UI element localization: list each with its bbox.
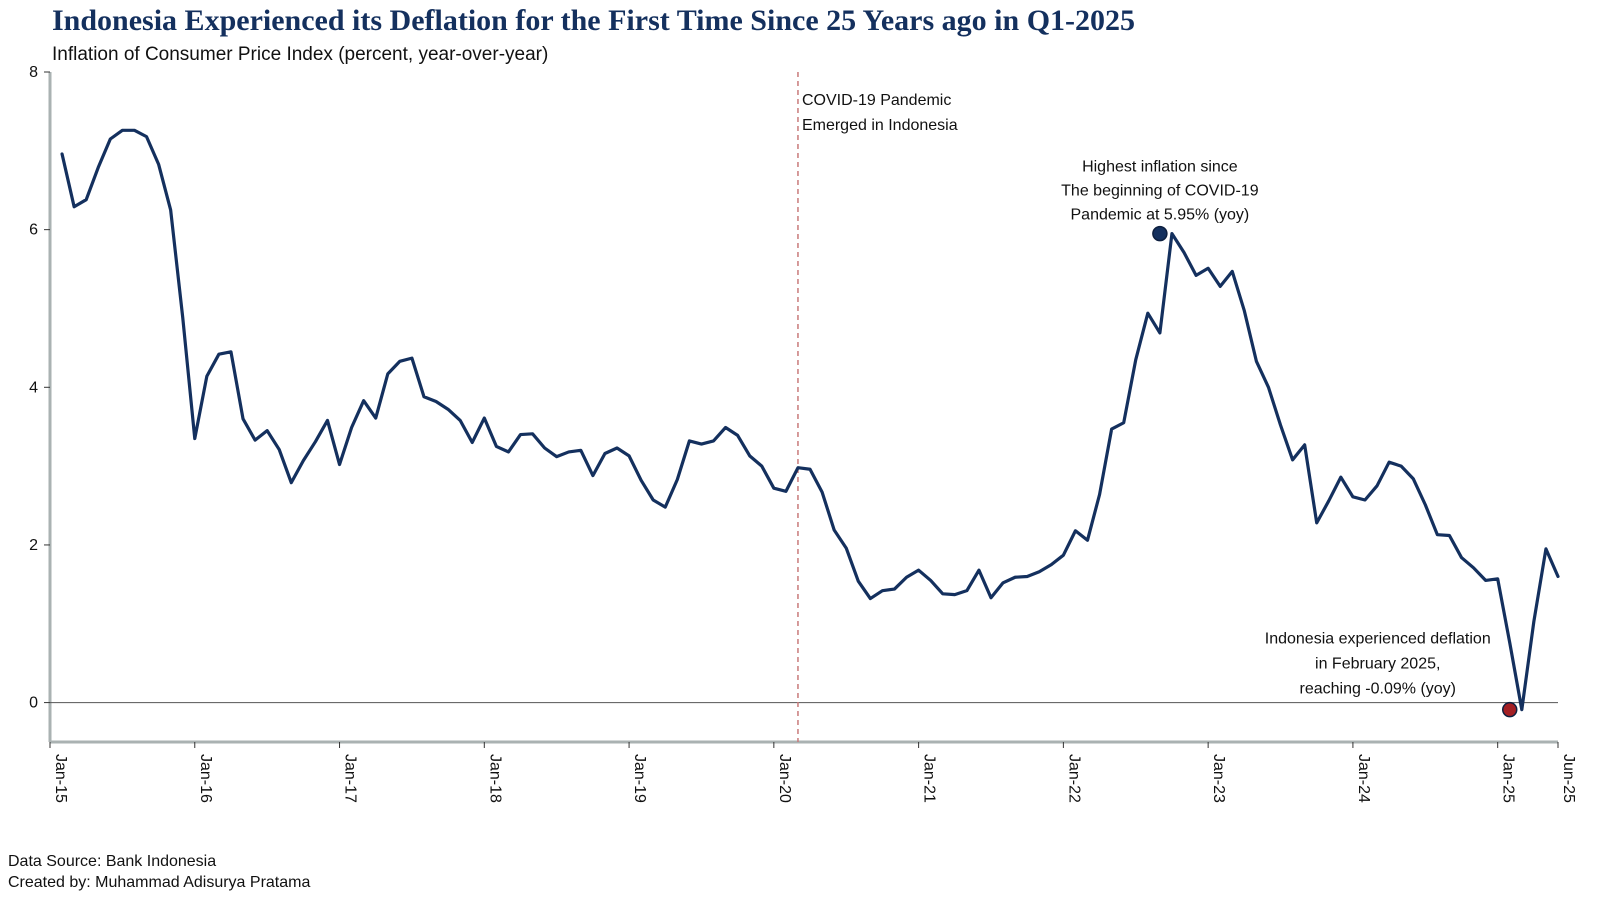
footer-source: Data Source: Bank Indonesia: [8, 853, 216, 870]
y-tick-label: 6: [29, 222, 38, 239]
event-markers: COVID-19 Pandemic Emerged in Indonesia: [797, 72, 958, 742]
annotation-label: Indonesia experienced deflation: [1265, 631, 1491, 648]
x-tick-label: Jan-16: [197, 754, 214, 803]
x-tick-label: Jan-23: [1210, 754, 1227, 803]
annotation-label: Highest inflation since: [1082, 159, 1238, 176]
annotations: Highest inflation since The beginning of …: [1061, 159, 1518, 718]
event-label: COVID-19 Pandemic: [802, 92, 951, 109]
annotation-label: in February 2025,: [1315, 656, 1440, 673]
annotation-point: [1501, 701, 1518, 718]
x-tick-label: Jan-15: [52, 754, 69, 803]
y-tick-label: 8: [29, 64, 38, 81]
x-tick-label: Jan-21: [921, 754, 938, 803]
annotation-label: reaching -0.09% (yoy): [1299, 681, 1456, 698]
annotation-label: The beginning of COVID-19: [1061, 183, 1259, 200]
annotation-point: [1152, 225, 1168, 242]
x-tick-label: Jan-19: [631, 754, 648, 803]
axes: 0 2 4 6 8 Jan-15 Jan-16 Jan-17 Jan-18 Jan-19 Jan-2…: [29, 64, 1577, 803]
chart-subtitle: Inflation of Consumer Price Index (perce…: [52, 44, 548, 65]
y-tick-label: 4: [29, 379, 38, 396]
x-tick-label: Jan-20: [776, 754, 793, 803]
x-tick-label: Jan-22: [1065, 754, 1082, 803]
footer-credit: Created by: Muhammad Adisurya Pratama: [8, 874, 310, 891]
y-tick-label: 2: [29, 537, 38, 554]
cpi-inflation-line: [60, 128, 1560, 712]
annotation-label: Pandemic at 5.95% (yoy): [1071, 207, 1250, 224]
x-tick-label: Jun-25: [1560, 754, 1577, 803]
y-tick-label: 0: [29, 695, 38, 712]
x-tick-label: Jan-18: [486, 754, 503, 803]
series-group: [60, 128, 1560, 712]
chart-title: Indonesia Experienced its Deflation for …: [52, 4, 1135, 37]
x-tick-label: Jan-24: [1355, 754, 1372, 803]
x-tick-label: Jan-17: [342, 754, 359, 803]
event-label: Emerged in Indonesia: [802, 117, 958, 134]
x-tick-label: Jan-25: [1500, 754, 1517, 803]
